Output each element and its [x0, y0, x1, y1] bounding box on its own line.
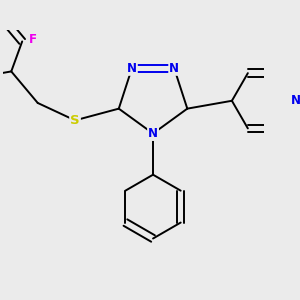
- Text: F: F: [29, 33, 37, 46]
- Text: N: N: [169, 62, 179, 75]
- Text: N: N: [148, 127, 158, 140]
- Text: N: N: [291, 94, 300, 107]
- Text: S: S: [70, 114, 80, 127]
- Text: N: N: [127, 62, 137, 75]
